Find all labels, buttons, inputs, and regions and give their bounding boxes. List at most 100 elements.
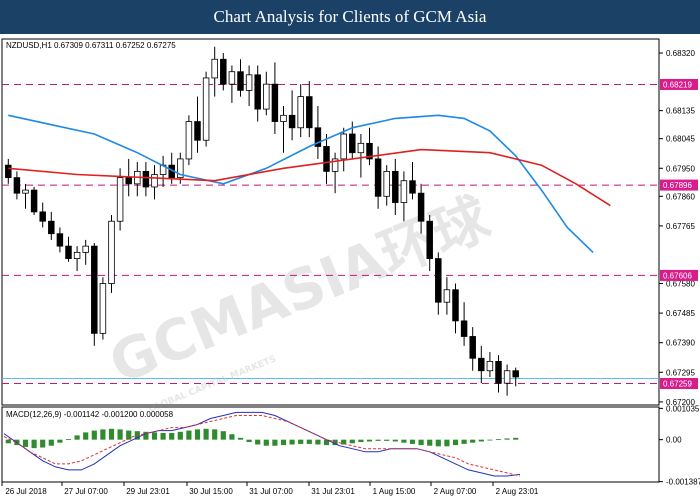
candle-body <box>297 96 304 129</box>
y-tick-label: 0.67765 <box>666 222 695 231</box>
candle-body <box>271 83 279 122</box>
y-tick-label: 0.67200 <box>666 398 695 407</box>
macd-histogram-bar <box>169 433 175 440</box>
ma-fast-line <box>8 114 594 253</box>
candle-body <box>237 71 244 91</box>
level-price-tag <box>660 179 698 191</box>
macd-histogram-bar <box>117 429 123 440</box>
candle-body <box>288 114 296 129</box>
candle-body <box>503 370 511 384</box>
candle-body <box>254 74 261 110</box>
macd-histogram-bar <box>375 439 381 441</box>
level-price-tag <box>660 378 698 390</box>
macd-histogram-bar <box>280 439 287 446</box>
x-tick-label: 1 Aug 15:00 <box>373 487 416 496</box>
macd-histogram-bar <box>186 430 192 440</box>
macd-histogram-bar <box>487 439 493 441</box>
candle-body <box>116 177 124 222</box>
macd-y-tick-label: -0.001387 <box>666 478 700 487</box>
candle-body <box>211 58 218 79</box>
macd-histogram-bar <box>151 432 158 440</box>
macd-panel-frame <box>1 406 660 483</box>
candle-body <box>82 245 89 253</box>
macd-header: MACD(12,26,9) -0.001142 -0.001200 0.0000… <box>6 410 174 419</box>
macd-histogram-bar <box>306 439 312 444</box>
macd-histogram-bar <box>384 439 390 441</box>
macd-histogram-bar <box>177 431 183 440</box>
macd-histogram-bar <box>263 439 269 446</box>
candle-body <box>142 170 150 188</box>
macd-histogram-bar <box>5 439 11 444</box>
candle-body <box>91 245 98 334</box>
macd-histogram-bar <box>229 434 235 440</box>
x-tick-label: 27 Jul 07:00 <box>64 487 108 496</box>
candle-body <box>48 220 55 235</box>
macd-histogram-bar <box>237 437 244 440</box>
macd-histogram-bar <box>323 439 330 446</box>
candle-body <box>314 127 322 147</box>
candle-body <box>452 289 459 322</box>
candle-body <box>306 96 313 129</box>
macd-y-tick-label: 0.00 <box>666 436 682 445</box>
macd-histogram-bar <box>160 433 166 440</box>
macd-histogram-bar <box>513 437 519 440</box>
candle-body <box>13 177 21 194</box>
candle-body <box>374 158 382 197</box>
candle-body <box>22 189 29 194</box>
candle-body <box>349 133 356 154</box>
x-tick-label: 31 Jul 23:01 <box>311 487 355 496</box>
candle-body <box>366 142 373 160</box>
candle-body <box>39 211 46 222</box>
candle-body <box>151 174 158 188</box>
y-tick-label: 0.67950 <box>666 164 695 173</box>
macd-histogram-bar <box>461 439 467 444</box>
level-price-tag-text: 0.67606 <box>663 271 692 280</box>
candle-body <box>245 74 253 91</box>
candle-body <box>460 320 468 337</box>
candle-body <box>202 77 210 141</box>
macd-histogram-bar <box>427 439 433 446</box>
macd-histogram-bar <box>212 429 218 440</box>
y-tick-label: 0.68045 <box>666 135 695 144</box>
candle-body <box>400 180 408 203</box>
candle-body <box>340 133 347 160</box>
macd-histogram-bar <box>444 439 450 447</box>
macd-histogram-bar <box>272 439 278 446</box>
candle-body <box>512 370 519 378</box>
candle-body <box>125 177 132 185</box>
candle-body <box>65 245 72 260</box>
macd-histogram-bar <box>392 439 398 442</box>
y-tick-label: 0.67860 <box>666 192 695 201</box>
macd-histogram-bar <box>401 439 407 443</box>
candle-body <box>478 357 485 372</box>
macd-histogram-bar <box>452 439 459 446</box>
macd-histogram-bar <box>40 439 46 448</box>
macd-histogram-bar <box>358 439 364 443</box>
candle-body <box>409 180 416 194</box>
macd-histogram-bar <box>100 429 106 440</box>
macd-histogram-bar <box>108 428 115 440</box>
y-tick-label: 0.68135 <box>666 107 695 116</box>
symbol-header: NZDUSD,H1 0.67309 0.67311 0.67252 0.6727… <box>6 41 176 50</box>
macd-signal-line <box>3 415 521 477</box>
candle-body <box>417 192 425 222</box>
candle-body <box>357 142 365 154</box>
level-price-tag-text: 0.68219 <box>663 80 692 89</box>
price-chart: GCMASIA环球 GLOBAL CAPITAL MARKETS 0.68320… <box>1 38 700 496</box>
candle-body <box>323 146 330 172</box>
y-tick-label: 0.67390 <box>666 339 695 348</box>
x-tick-label: 2 Aug 07:00 <box>434 487 477 496</box>
macd-histogram-bar <box>31 439 37 449</box>
candle-body <box>263 83 270 110</box>
macd-histogram-bar <box>366 439 373 442</box>
macd-histogram-bar <box>246 439 252 443</box>
macd-histogram-bar <box>126 430 132 440</box>
level-price-tag <box>660 78 698 90</box>
candle-body <box>280 114 287 122</box>
y-tick-label: 0.67485 <box>666 309 695 318</box>
macd-histogram-bar <box>418 439 424 446</box>
macd-histogram-bar <box>48 439 54 446</box>
macd-histogram-bar <box>220 431 226 440</box>
macd-histogram-bar <box>504 438 510 440</box>
candle-body <box>194 121 201 141</box>
